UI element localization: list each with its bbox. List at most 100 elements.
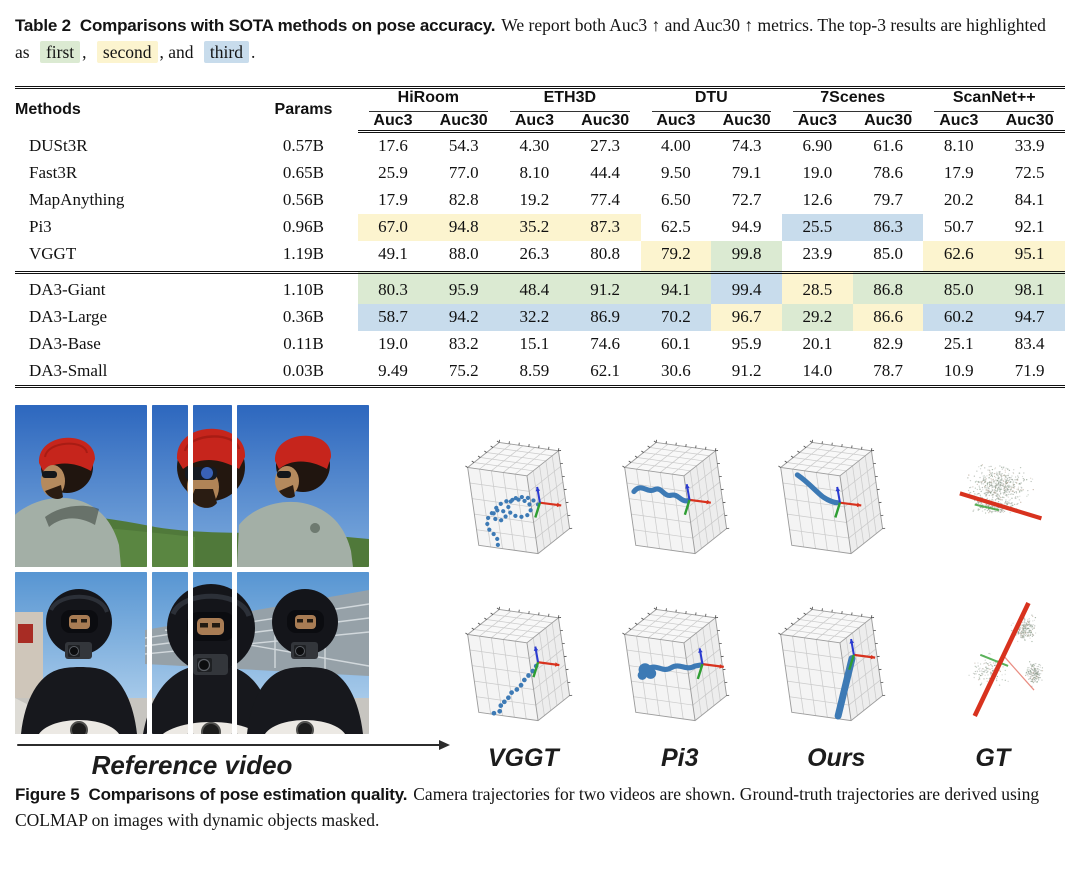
value-cell: 49.1: [378, 244, 408, 264]
dataset-group-header: ETH3D: [499, 87, 640, 112]
plot-label-pi3: Pi3: [660, 744, 699, 773]
value-cell: 96.7: [711, 303, 782, 331]
reference-video-strip: Reference video: [15, 739, 450, 781]
metric-header: Auc3: [923, 111, 995, 133]
value-cell: 78.7: [873, 361, 903, 381]
params-cell: 1.19B: [282, 244, 324, 264]
value-cell: 86.6: [852, 303, 924, 331]
dataset-group-header: DTU: [641, 87, 782, 112]
table-header-row-metrics: Auc3 Auc30 Auc3 Auc30 Auc3 Auc30 Auc3 Auc30 Auc3…: [15, 111, 1065, 133]
value-cell: 61.6: [873, 136, 903, 156]
method-name-cell: Fast3R: [29, 163, 78, 183]
table-row: MapAnything 0.56B 17.9 82.8 19.2 77.4 6.50 72.7…: [15, 187, 1065, 214]
value-cell: 62.5: [661, 217, 691, 237]
value-cell: 15.1: [519, 334, 550, 354]
metric-header: Auc30: [428, 111, 500, 133]
caption-comma: ,: [82, 41, 87, 62]
value-cell: 72.5: [1014, 163, 1045, 183]
value-cell: 94.1: [640, 270, 712, 304]
value-cell: 35.2: [499, 213, 570, 241]
reference-video-frames: Reference video: [15, 404, 450, 781]
value-cell: 19.0: [802, 163, 833, 183]
params-cell: 0.96B: [282, 217, 324, 237]
value-cell: 23.9: [802, 244, 833, 264]
value-cell: 71.9: [1014, 361, 1045, 381]
table-header-row-groups: Methods Params HiRoom ETH3D DTU 7Scenes ScanNe…: [15, 87, 1065, 118]
table-caption-body: We report both Auc3 ↑ and Auc30 ↑ metric…: [15, 15, 1046, 62]
table-caption: Table 2 Comparisons with SOTA methods on …: [15, 12, 1065, 65]
value-cell: 62.1: [590, 361, 621, 381]
value-cell: 77.0: [448, 163, 479, 183]
params-cell: 0.65B: [282, 163, 324, 183]
method-name-cell: DA3-Giant: [15, 270, 250, 304]
caption-period: .: [250, 41, 256, 62]
value-cell: 95.9: [731, 334, 762, 354]
params-header: Params: [274, 101, 333, 118]
value-cell: 8.10: [519, 163, 550, 183]
table-row: VGGT 1.19B 49.1 88.0 26.3 80.8 79.2 99.8 23.9 85.…: [15, 240, 1065, 273]
value-cell: 6.90: [802, 136, 833, 156]
value-cell: 94.9: [731, 217, 762, 237]
trajectory-plot-pi3-row1: [608, 405, 753, 567]
params-cell: 0.11B: [283, 334, 324, 354]
params-cell: 0.56B: [282, 190, 324, 210]
value-cell: 17.9: [943, 163, 974, 183]
video-frame: [237, 404, 369, 567]
value-cell: 50.7: [943, 217, 974, 237]
value-cell: 30.6: [661, 361, 691, 381]
value-cell: 77.4: [590, 190, 621, 210]
value-cell: 95.9: [428, 270, 500, 304]
metric-header: Auc3: [499, 111, 570, 133]
value-cell: 28.5: [782, 270, 853, 304]
value-cell: 27.3: [590, 136, 621, 156]
trajectory-plot-ours-row1: [764, 405, 909, 567]
value-cell: 85.0: [923, 270, 995, 304]
value-cell: 79.7: [873, 190, 903, 210]
value-cell: 10.9: [943, 361, 974, 381]
params-cell: 0.36B: [282, 307, 324, 327]
highlight-chip-second: second: [96, 40, 158, 63]
video-frame: [152, 404, 188, 567]
metric-header: Auc30: [994, 111, 1065, 133]
plot-label-vggt: VGGT: [487, 744, 559, 773]
value-cell: 99.8: [711, 240, 782, 273]
metric-header: Auc3: [640, 111, 712, 133]
value-cell: 25.9: [378, 163, 408, 183]
video-frame: [193, 571, 232, 734]
value-cell: 8.59: [519, 361, 550, 381]
highlight-chip-third: third: [203, 40, 249, 63]
trajectory-plot-pi3-row2: [608, 572, 753, 734]
value-cell: 83.2: [448, 334, 479, 354]
value-cell: 84.1: [1014, 190, 1045, 210]
metric-header: Auc30: [569, 111, 641, 133]
value-cell: 80.8: [590, 244, 621, 264]
value-cell: 79.1: [731, 163, 762, 183]
value-cell: 98.1: [994, 270, 1065, 304]
value-cell: 9.49: [378, 361, 408, 381]
value-cell: 88.0: [448, 244, 479, 264]
table-row: Pi3 0.96B 67.0 94.8 35.2 87.3 62.5 94.9 25.5 86.3…: [15, 213, 1065, 241]
value-cell: 78.6: [873, 163, 903, 183]
trajectory-plot-gt-row2: [921, 572, 1066, 734]
dataset-group-header: HiRoom: [358, 87, 499, 112]
trajectory-plot-vggt-row1: [451, 405, 596, 567]
video-frame: [15, 404, 147, 567]
value-cell: 82.9: [873, 334, 903, 354]
method-name-cell: DUSt3R: [29, 135, 88, 155]
figure-caption: Figure 5 Comparisons of pose estimation q…: [15, 781, 1065, 834]
table-row: DUSt3R 0.57B 17.6 54.3 4.30 27.3 4.00 74.3 6.90 6…: [15, 131, 1065, 160]
params-cell: 0.57B: [282, 135, 324, 155]
trajectory-plots-grid: VGGT Pi3 Ours GT: [451, 405, 1065, 781]
highlight-chip-first: first: [39, 40, 81, 63]
video-frame: [193, 404, 232, 567]
value-cell: 4.30: [519, 136, 550, 156]
value-cell: 86.9: [569, 303, 641, 331]
method-name-cell: DA3-Base: [29, 334, 101, 354]
figure-5: Reference video VGGT Pi3 Ours GT: [15, 404, 1065, 781]
results-table: Methods Params HiRoom ETH3D DTU 7Scenes ScanNe…: [15, 85, 1065, 388]
method-name-cell: MapAnything: [29, 190, 125, 210]
value-cell: 6.50: [661, 190, 691, 210]
caption-and: , and: [159, 41, 194, 62]
value-cell: 86.3: [852, 213, 924, 241]
